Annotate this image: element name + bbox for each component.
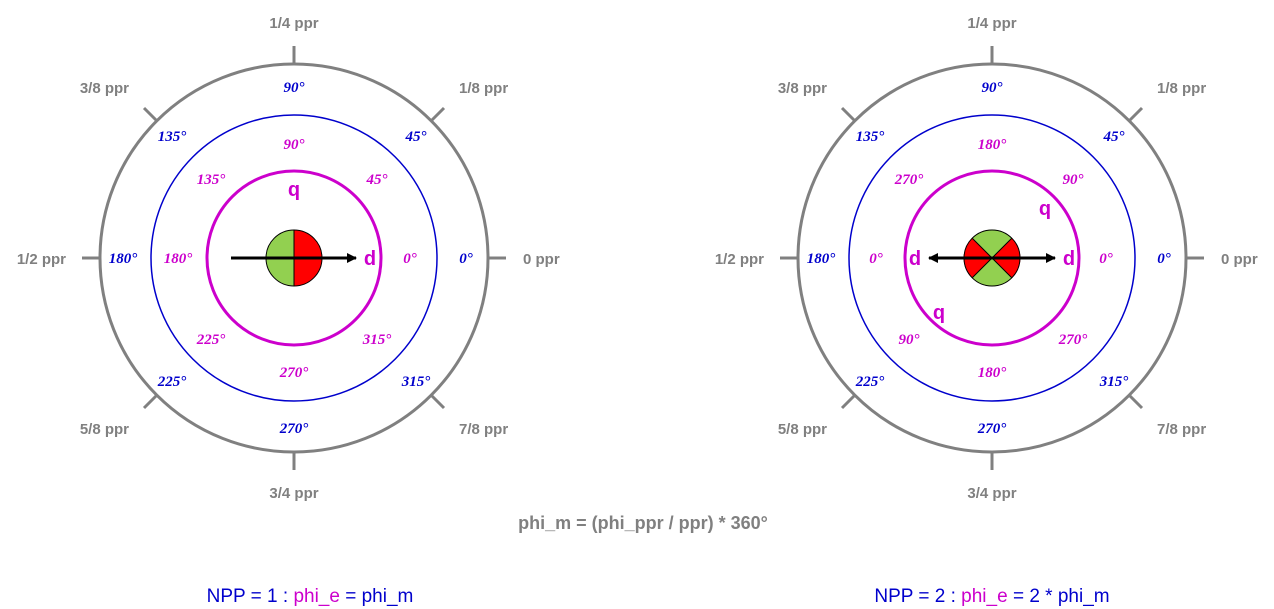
d-axis-label-left: d	[909, 248, 921, 270]
elec-label-270: 270°	[279, 365, 309, 381]
elec-label-180: 180°	[164, 251, 193, 267]
npp2-prefix: NPP = 2 :	[874, 586, 961, 607]
ppr-label-3-4: 3/4 ppr	[967, 485, 1016, 502]
mech-label-225: 225°	[157, 374, 187, 390]
ppr-label-7-8: 7/8 ppr	[459, 421, 508, 438]
mechanical-angle-labels: 0° 45° 90° 135° 180° 225° 270° 315°	[109, 80, 473, 437]
mech-label-270: 270°	[279, 421, 309, 437]
npp1-suffix: = phi_m	[340, 586, 413, 607]
elec-label-0: 0°	[403, 251, 417, 267]
mech-label-315: 315°	[401, 374, 431, 390]
mech-label-180: 180°	[109, 251, 138, 267]
mechanical-angle-formula: phi_m = (phi_ppr / ppr) * 360°	[518, 513, 768, 533]
electrical-q-ring	[205, 169, 383, 347]
ppr-label-0: 0 ppr	[523, 251, 560, 268]
elec-label-135: 135°	[197, 172, 226, 188]
mech-label-135: 135°	[158, 129, 187, 145]
mech-label-90: 90°	[982, 80, 1003, 96]
magnet-sector-top-south	[972, 229, 1012, 258]
npp2-relation: NPP = 2 : phi_e = 2 * phi_m	[874, 586, 1109, 607]
ppr-labels: 0 ppr 1/8 ppr 1/4 ppr 3/8 ppr 1/2 ppr 5/…	[715, 15, 1258, 502]
ppr-label-7-8: 7/8 ppr	[1157, 421, 1206, 438]
elec-label-e90-a: 90°	[1063, 172, 1084, 188]
ppr-label-3-8: 3/8 ppr	[80, 80, 129, 97]
mech-label-0: 0°	[459, 251, 473, 267]
mech-label-45: 45°	[405, 129, 427, 145]
q-axis-label: q	[288, 179, 300, 201]
npp2-phi-e: phi_e	[961, 586, 1008, 607]
mechanical-angle-ring	[150, 114, 438, 402]
elec-label-e0-a: 0°	[1099, 251, 1113, 267]
magnet-sector-bottom-south	[972, 258, 1012, 287]
mech-label-270: 270°	[977, 421, 1007, 437]
npp1-relation: NPP = 1 : phi_e = phi_m	[207, 586, 414, 607]
ppr-label-1-8: 1/8 ppr	[459, 80, 508, 97]
ppr-label-1-2: 1/2 ppr	[17, 251, 66, 268]
mech-label-315: 315°	[1099, 374, 1129, 390]
elec-label-e0-b: 0°	[869, 251, 883, 267]
ppr-ticks	[82, 46, 506, 470]
mech-label-45: 45°	[1103, 129, 1125, 145]
ppr-label-0: 0 ppr	[1221, 251, 1258, 268]
mech-label-225: 225°	[855, 374, 885, 390]
q-axis-label-upper: q	[1039, 198, 1051, 220]
mechanical-angle-ring	[848, 114, 1136, 402]
elec-label-e270-a: 270°	[894, 172, 924, 188]
ppr-label-1-4: 1/4 ppr	[269, 15, 318, 32]
npp1-phi-e: phi_e	[293, 586, 340, 607]
elec-label-e270-b: 270°	[1058, 332, 1088, 348]
diagram-npp1: 0 ppr 1/8 ppr 1/4 ppr 3/8 ppr 1/2 ppr 5/…	[17, 15, 560, 502]
mech-label-0: 0°	[1157, 251, 1171, 267]
npp1-prefix: NPP = 1 :	[207, 586, 294, 607]
d-axis-label: d	[364, 248, 376, 270]
ppr-ticks	[780, 46, 1204, 470]
ppr-label-5-8: 5/8 ppr	[778, 421, 827, 438]
elec-label-315: 315°	[362, 332, 392, 348]
mechanical-angle-labels: 0° 45° 90° 135° 180° 225° 270° 315°	[807, 80, 1171, 437]
ppr-label-1-4: 1/4 ppr	[967, 15, 1016, 32]
elec-label-90: 90°	[284, 137, 305, 153]
mech-label-180: 180°	[807, 251, 836, 267]
electrical-angle-labels: 0° 90° 180° 270° 0° 90° 180° 270°	[869, 137, 1113, 381]
ppr-labels: 0 ppr 1/8 ppr 1/4 ppr 3/8 ppr 1/2 ppr 5/…	[17, 15, 560, 502]
ppr-label-1-2: 1/2 ppr	[715, 251, 764, 268]
electrical-q-ring	[903, 169, 1081, 347]
elec-label-e180-b: 180°	[978, 365, 1007, 381]
mech-label-90: 90°	[284, 80, 305, 96]
elec-label-e90-b: 90°	[899, 332, 920, 348]
q-axis-label-lower: q	[933, 302, 945, 324]
ppr-label-3-8: 3/8 ppr	[778, 80, 827, 97]
ppr-label-1-8: 1/8 ppr	[1157, 80, 1206, 97]
elec-label-e180-a: 180°	[978, 137, 1007, 153]
elec-label-225: 225°	[196, 332, 226, 348]
d-axis-label-right: d	[1063, 248, 1075, 270]
mech-label-135: 135°	[856, 129, 885, 145]
elec-label-45: 45°	[366, 172, 388, 188]
electrical-angle-labels: 0° 45° 90° 135° 180° 225° 270° 315°	[164, 137, 417, 381]
ppr-label-5-8: 5/8 ppr	[80, 421, 129, 438]
npp2-suffix: = 2 * phi_m	[1008, 586, 1110, 607]
ppr-label-3-4: 3/4 ppr	[269, 485, 318, 502]
diagram-npp2: 0 ppr 1/8 ppr 1/4 ppr 3/8 ppr 1/2 ppr 5/…	[715, 15, 1258, 502]
